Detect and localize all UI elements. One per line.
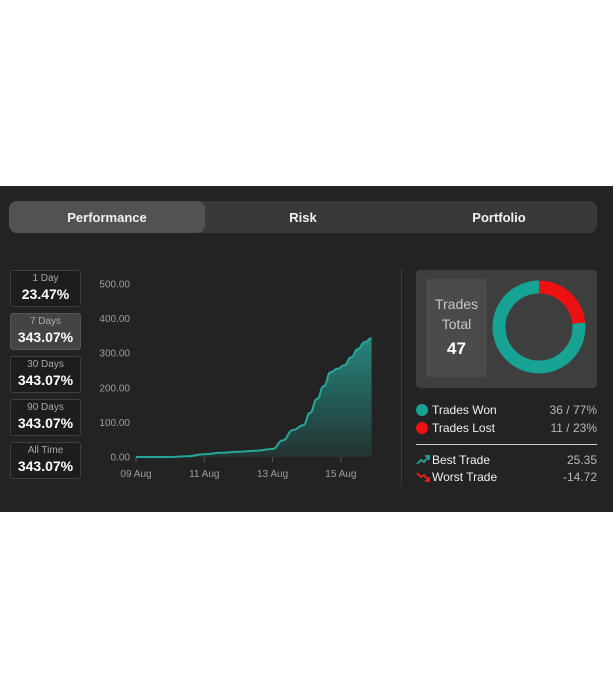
period-value: 343.07% xyxy=(17,415,74,431)
period-label: 30 Days xyxy=(27,359,64,370)
won-dot-icon xyxy=(416,404,428,416)
period-value: 343.07% xyxy=(17,372,74,388)
win-loss-donut-chart xyxy=(492,280,586,374)
period-all-time-button[interactable]: All Time 343.07% xyxy=(10,442,81,479)
period-label: All Time xyxy=(27,445,64,456)
y-tick-label: 100.00 xyxy=(99,418,130,429)
period-label: 7 Days xyxy=(29,316,62,327)
trend-up-icon xyxy=(416,455,430,465)
trades-total-label-line1: Trades xyxy=(434,296,479,312)
trades-total-value: 47 xyxy=(447,339,466,358)
y-tick-label: 500.00 xyxy=(99,280,130,291)
tab-risk[interactable]: Risk xyxy=(289,209,317,225)
period-90-days-button[interactable]: 90 Days 343.07% xyxy=(10,399,81,436)
best-trade-value: 25.35 xyxy=(566,453,597,467)
trades-lost-row: Trades Lost 11 / 23% xyxy=(416,420,597,436)
period-30-days-button[interactable]: 30 Days 343.07% xyxy=(10,356,81,393)
performance-line xyxy=(136,337,372,458)
y-tick-label: 200.00 xyxy=(99,383,130,394)
y-tick-label: 300.00 xyxy=(99,349,130,360)
trades-lost-value: 11 / 23% xyxy=(550,421,597,435)
period-label: 1 Day xyxy=(32,273,59,284)
trades-lost-label: Trades Lost xyxy=(432,421,495,435)
x-tick-label: 11 Aug xyxy=(189,469,219,480)
tab-portfolio[interactable]: Portfolio xyxy=(472,209,526,225)
donut-lost-segment xyxy=(492,280,586,374)
performance-area xyxy=(136,338,372,457)
performance-chart: 0.00 100.00 200.00 300.00 400.00 500.00 09 Au… xyxy=(99,280,372,480)
worst-trade-row: Worst Trade -14.72 xyxy=(416,469,597,485)
tab-bar: Performance Risk Portfolio xyxy=(9,201,597,233)
lost-dot-icon xyxy=(416,422,428,434)
period-1-day-button[interactable]: 1 Day 23.47% xyxy=(10,270,81,307)
vertical-divider xyxy=(401,268,402,486)
trades-summary-card: Trades Total 47 xyxy=(416,270,597,388)
x-tick-label: 09 Aug xyxy=(120,469,151,480)
worst-trade-label: Worst Trade xyxy=(432,470,498,484)
trend-down-icon xyxy=(416,472,430,482)
y-tick-label: 400.00 xyxy=(99,314,130,325)
trades-total-box: Trades Total 47 xyxy=(426,279,487,377)
trades-won-row: Trades Won 36 / 77% xyxy=(416,402,597,418)
trades-won-label: Trades Won xyxy=(432,403,497,417)
trades-won-value: 36 / 77% xyxy=(549,403,597,417)
stats-divider xyxy=(416,444,597,445)
x-tick-label: 15 Aug xyxy=(325,469,356,480)
period-value: 23.47% xyxy=(21,286,70,302)
worst-trade-value: -14.72 xyxy=(562,470,597,484)
trading-stats-panel: Performance Risk Portfolio 1 Day 23.47% … xyxy=(0,186,613,512)
period-value: 343.07% xyxy=(17,458,74,474)
period-7-days-button[interactable]: 7 Days 343.07% xyxy=(10,313,81,350)
period-value: 343.07% xyxy=(17,329,74,345)
period-label: 90 Days xyxy=(27,402,64,413)
best-trade-row: Best Trade 25.35 xyxy=(416,452,597,468)
best-trade-label: Best Trade xyxy=(432,453,491,467)
y-tick-label: 0.00 xyxy=(111,453,131,464)
tab-performance[interactable]: Performance xyxy=(9,201,205,233)
trades-total-label-line2: Total xyxy=(441,316,472,332)
x-tick-label: 13 Aug xyxy=(257,469,288,480)
